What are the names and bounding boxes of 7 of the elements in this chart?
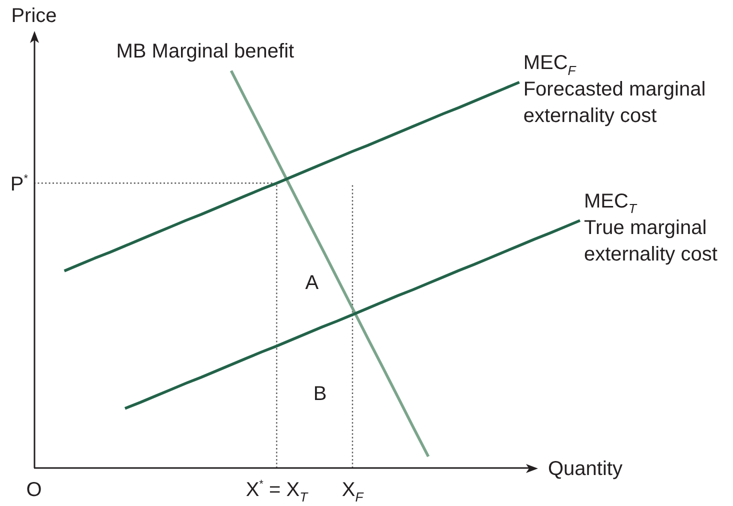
y-axis-title: Price <box>11 5 57 27</box>
x-axis-title: Quantity <box>548 458 622 480</box>
annotation: B <box>313 383 327 406</box>
series-label: MB Marginal benefit <box>116 40 295 63</box>
annotation: A <box>305 272 320 294</box>
ref-line-label: P* <box>10 172 29 196</box>
x-tick-label: O <box>26 479 42 501</box>
